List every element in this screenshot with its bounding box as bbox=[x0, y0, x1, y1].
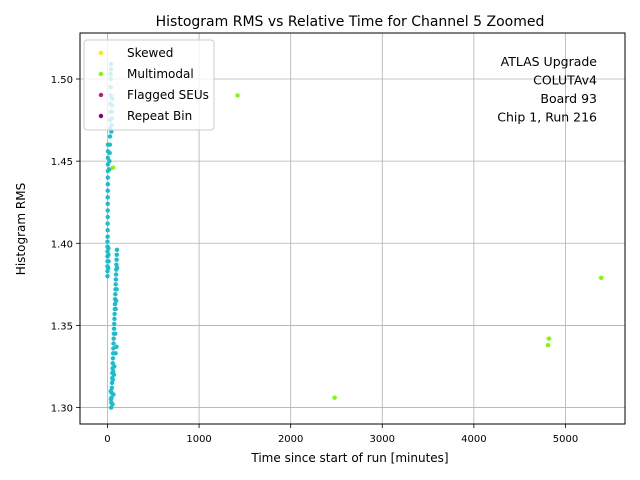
data-point bbox=[107, 158, 112, 164]
data-point bbox=[107, 167, 112, 172]
y-tick-label: 1.30 bbox=[51, 404, 73, 415]
x-axis-ticks: 0 1000 2000 3000 4000 5000 bbox=[104, 424, 578, 445]
data-point bbox=[111, 336, 116, 341]
data-point bbox=[545, 342, 551, 348]
data-point bbox=[105, 221, 110, 226]
data-point bbox=[111, 326, 117, 331]
annotation-line: COLUTAv4 bbox=[533, 73, 597, 88]
data-point bbox=[105, 195, 110, 200]
x-tick-label: 4000 bbox=[461, 434, 486, 445]
data-point bbox=[105, 214, 110, 220]
data-point bbox=[105, 234, 110, 239]
data-point bbox=[105, 175, 111, 180]
data-point bbox=[110, 356, 116, 361]
y-tick-label: 1.35 bbox=[51, 321, 73, 332]
data-point bbox=[106, 259, 111, 264]
x-tick-label: 1000 bbox=[186, 434, 211, 445]
data-point bbox=[598, 275, 604, 280]
data-point bbox=[114, 247, 120, 253]
data-point bbox=[113, 292, 118, 297]
legend-marker bbox=[98, 71, 104, 77]
data-point bbox=[113, 277, 119, 282]
data-point bbox=[112, 321, 117, 326]
data-point bbox=[113, 272, 119, 277]
annotation-line: Chip 1, Run 216 bbox=[497, 110, 597, 125]
data-point bbox=[332, 395, 337, 400]
x-tick-label: 5000 bbox=[553, 434, 578, 445]
x-tick-label: 2000 bbox=[278, 434, 303, 445]
legend-label: Flagged SEUs bbox=[127, 88, 209, 102]
legend-label: Repeat Bin bbox=[127, 109, 192, 123]
y-tick-label: 1.40 bbox=[51, 239, 73, 250]
data-point bbox=[113, 282, 118, 287]
data-point bbox=[113, 351, 118, 356]
chart-title: Histogram RMS vs Relative Time for Chann… bbox=[156, 14, 545, 30]
data-point bbox=[105, 155, 111, 161]
data-point bbox=[110, 377, 115, 382]
data-point bbox=[108, 405, 114, 410]
grid-lines bbox=[80, 33, 625, 424]
y-axis-ticks: 1.30 1.35 1.40 1.45 1.50 bbox=[51, 75, 80, 415]
legend-box bbox=[83, 39, 215, 131]
legend-marker bbox=[98, 92, 104, 98]
data-point bbox=[105, 273, 110, 279]
data-point bbox=[114, 344, 119, 349]
x-tick-label: 0 bbox=[104, 434, 110, 445]
data-point bbox=[113, 306, 118, 312]
data-point bbox=[106, 265, 111, 271]
data-point bbox=[106, 252, 111, 257]
data-point bbox=[235, 93, 240, 98]
y-tick-label: 1.45 bbox=[51, 157, 73, 168]
data-point bbox=[105, 181, 111, 187]
data-point bbox=[112, 311, 117, 317]
data-point bbox=[112, 316, 117, 322]
data-point bbox=[110, 369, 116, 374]
legend-label: Multimodal bbox=[127, 67, 194, 81]
data-point bbox=[105, 162, 111, 167]
data-point bbox=[105, 239, 110, 244]
legend-marker bbox=[98, 50, 104, 56]
data-point bbox=[105, 269, 110, 274]
data-point bbox=[113, 331, 118, 336]
run-info-annotation: ATLAS Upgrade COLUTAv4 Board 93 Chip 1, Run… bbox=[497, 54, 597, 125]
data-point bbox=[110, 361, 115, 366]
data-point bbox=[105, 227, 110, 233]
data-point bbox=[107, 150, 112, 156]
annotation-line: Board 93 bbox=[540, 91, 597, 106]
y-tick-label: 1.50 bbox=[51, 75, 73, 86]
data-point bbox=[110, 402, 115, 407]
y-axis-label: Histogram RMS bbox=[14, 183, 28, 275]
data-point bbox=[114, 252, 120, 257]
data-point bbox=[107, 134, 113, 139]
x-tick-label: 3000 bbox=[370, 434, 395, 445]
data-point bbox=[108, 397, 114, 402]
data-point bbox=[546, 336, 552, 341]
data-point bbox=[110, 165, 116, 170]
data-point bbox=[114, 257, 119, 262]
legend-marker bbox=[98, 113, 104, 119]
data-point bbox=[108, 388, 113, 394]
data-point bbox=[111, 341, 116, 346]
annotation-line: ATLAS Upgrade bbox=[501, 54, 598, 69]
plot-frame bbox=[79, 32, 626, 425]
data-point bbox=[105, 188, 110, 193]
data-point bbox=[107, 142, 113, 147]
data-point bbox=[113, 298, 119, 303]
legend: Skewed Multimodal Flagged SEUs Repeat Bin bbox=[83, 39, 215, 131]
data-point bbox=[114, 262, 119, 267]
legend-label: Skewed bbox=[127, 46, 173, 60]
data-point bbox=[111, 372, 117, 377]
data-point bbox=[112, 364, 117, 369]
data-point bbox=[111, 392, 116, 397]
data-point bbox=[106, 246, 111, 251]
data-point bbox=[105, 201, 110, 207]
x-axis-label: Time since start of run [minutes] bbox=[250, 451, 448, 465]
data-point bbox=[105, 208, 110, 213]
data-point bbox=[114, 287, 119, 292]
data-point bbox=[109, 380, 115, 386]
data-point bbox=[114, 265, 120, 271]
